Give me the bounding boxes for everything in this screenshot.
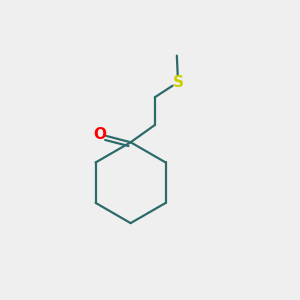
Text: O: O — [93, 127, 106, 142]
Text: S: S — [172, 75, 184, 90]
